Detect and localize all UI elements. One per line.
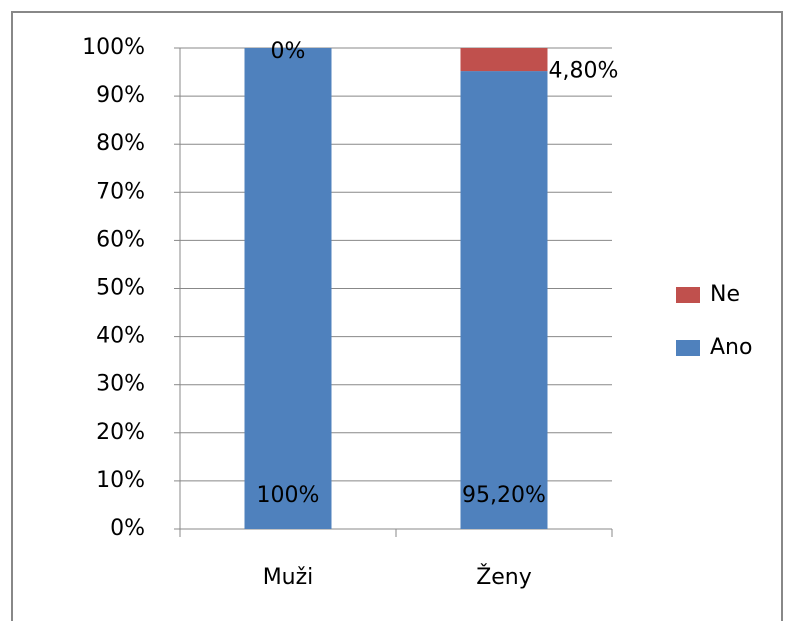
- bar-segment: [244, 48, 332, 529]
- y-tick-label: 100%: [82, 35, 145, 60]
- legend-swatch: [676, 287, 700, 303]
- legend-swatch: [676, 340, 700, 356]
- y-tick-label: 20%: [96, 420, 145, 445]
- y-tick-label: 50%: [96, 276, 145, 301]
- y-tick-label: 80%: [96, 131, 145, 156]
- x-tick-label: Muži: [263, 565, 314, 590]
- y-tick-label: 60%: [96, 227, 145, 252]
- data-label: 100%: [257, 483, 320, 508]
- bar-segment: [460, 48, 548, 72]
- data-label: 4,80%: [549, 59, 619, 84]
- bar-segment: [460, 71, 548, 529]
- legend-label: Ano: [710, 335, 752, 360]
- chart-frame: [11, 11, 783, 621]
- y-tick-label: 10%: [96, 468, 145, 493]
- y-tick-label: 30%: [96, 372, 145, 397]
- y-tick-label: 40%: [96, 324, 145, 349]
- y-tick-label: 70%: [96, 179, 145, 204]
- x-tick-label: Ženy: [476, 564, 532, 590]
- y-tick-label: 90%: [96, 83, 145, 108]
- data-label: 0%: [271, 39, 306, 64]
- legend-label: Ne: [710, 282, 740, 307]
- data-label: 95,20%: [462, 483, 546, 508]
- y-tick-label: 0%: [110, 516, 145, 541]
